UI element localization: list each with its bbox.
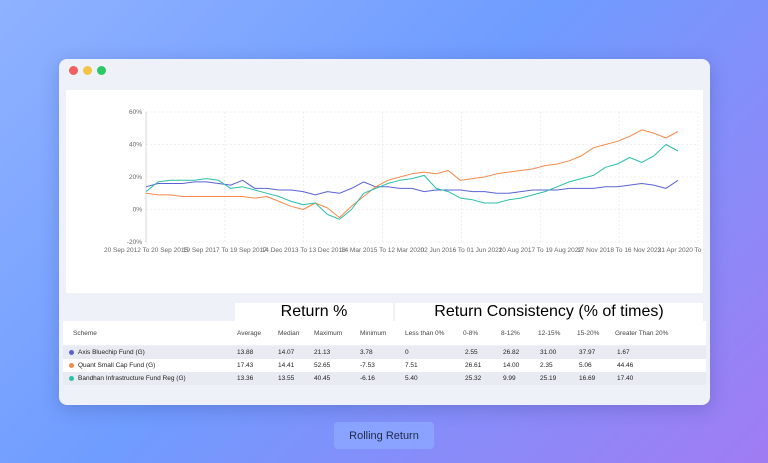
y-tick-label: 20% (129, 174, 142, 181)
cell-minimum: 3.78 (360, 349, 373, 356)
cell-0-8: 26.61 (465, 362, 482, 369)
cell-maximum: 52.65 (314, 362, 331, 369)
cell-average: 13.88 (237, 349, 254, 356)
header-average[interactable]: Average (237, 329, 262, 337)
scheme-name: Axis Bluechip Fund (G) (78, 349, 145, 356)
window-titlebar (59, 59, 710, 83)
x-tick-label: 14 Mar 2015 To 12 Mar 2020 (341, 247, 425, 254)
cell-less-than-0: 5.40 (405, 375, 418, 382)
series-line-2 (145, 144, 679, 220)
scheme-name: Quant Small Cap Fund (G) (78, 362, 156, 369)
table-row[interactable]: Bandhan Infrastructure Fund Reg (G) 13.3… (63, 372, 706, 385)
x-tick-label: 17 Nov 2018 To 16 Nov 2023 (577, 247, 661, 254)
header-greater-than-20[interactable]: Greater Than 20% (615, 329, 669, 337)
series-color-dot (69, 350, 74, 355)
cell-12-15: 2.35 (540, 362, 553, 369)
y-tick-label: 0% (133, 207, 143, 214)
returns-table: Return % Return Consistency (% of times)… (63, 303, 706, 389)
app-window: -20% 0% 20% 40% 60% 20 Sep 2012 To 20 Sep 201… (59, 59, 710, 405)
cell-0-8: 25.32 (465, 375, 482, 382)
group-header-consistency: Return Consistency (% of times) (395, 303, 703, 321)
cell-greater-than-20: 17.40 (617, 375, 634, 382)
cell-12-15: 31.00 (540, 349, 557, 356)
series-line-0 (145, 179, 679, 196)
series-color-dot (69, 363, 74, 368)
y-tick-label: 40% (129, 142, 142, 149)
cell-15-20: 5.06 (579, 362, 592, 369)
cell-maximum: 40.45 (314, 375, 331, 382)
cell-greater-than-20: 1.67 (617, 349, 630, 356)
cell-average: 13.36 (237, 375, 254, 382)
cell-8-12: 14.00 (503, 362, 520, 369)
x-tick-label: 20 Aug 2017 To 19 Aug 2022 (499, 247, 583, 254)
header-maximum[interactable]: Maximum (314, 329, 343, 337)
header-median[interactable]: Median (278, 329, 300, 337)
cell-8-12: 26.82 (503, 349, 520, 356)
cell-minimum: -6.16 (360, 375, 375, 382)
scheme-name: Bandhan Infrastructure Fund Reg (G) (78, 375, 186, 382)
y-tick-label: -20% (127, 239, 142, 246)
series-color-dot (69, 376, 74, 381)
cell-8-12: 9.99 (503, 375, 516, 382)
series-line-1 (145, 129, 679, 219)
minimize-window-icon[interactable] (83, 66, 92, 75)
cell-less-than-0: 0 (405, 349, 409, 356)
cell-less-than-0: 7.51 (405, 362, 418, 369)
maximize-window-icon[interactable] (97, 66, 106, 75)
table-row[interactable]: Axis Bluechip Fund (G) 13.88 14.07 21.13… (63, 346, 706, 359)
cell-average: 17.43 (237, 362, 254, 369)
cell-median: 14.41 (278, 362, 295, 369)
caption-badge: Rolling Return (334, 422, 434, 449)
y-tick-label: 60% (129, 109, 142, 116)
header-12-15[interactable]: 12-15% (538, 329, 561, 337)
header-8-12[interactable]: 8-12% (501, 329, 520, 337)
x-tick-label: 02 Jun 2016 To 01 Jun 2021 (420, 247, 502, 254)
cell-greater-than-20: 44.46 (617, 362, 634, 369)
x-tick-label: 21 Apr 2020 To 20 Apr 2025 (658, 247, 703, 254)
cell-median: 14.07 (278, 349, 295, 356)
rolling-return-chart: -20% 0% 20% 40% 60% 20 Sep 2012 To 20 Sep 201… (66, 90, 703, 293)
header-minimum[interactable]: Minimum (360, 329, 387, 337)
cell-0-8: 2.55 (465, 349, 478, 356)
table-row[interactable]: Quant Small Cap Fund (G) 17.43 14.41 52.… (63, 359, 706, 372)
close-window-icon[interactable] (69, 66, 78, 75)
cell-minimum: -7.53 (360, 362, 375, 369)
x-tick-label: 14 Dec 2013 To 13 Dec 2018 (262, 247, 346, 254)
x-tick-label: 19 Sep 2017 To 19 Sep 2017 (183, 247, 267, 254)
line-chart-svg: -20% 0% 20% 40% 60% 20 Sep 2012 To 20 Sep 201… (104, 109, 703, 254)
cell-maximum: 21.13 (314, 349, 331, 356)
group-header-return: Return % (235, 303, 393, 321)
table-header-row: Scheme Average Median Maximum Minimum Le… (63, 321, 706, 345)
header-0-8[interactable]: 0-8% (463, 329, 479, 337)
cell-median: 13.55 (278, 375, 295, 382)
header-less-than-0[interactable]: Less than 0% (405, 329, 445, 337)
header-scheme[interactable]: Scheme (73, 329, 97, 337)
header-15-20[interactable]: 15-20% (577, 329, 600, 337)
x-tick-label: 20 Sep 2012 To 20 Sep 2015 (104, 247, 188, 254)
cell-12-15: 25.19 (540, 375, 557, 382)
cell-15-20: 37.97 (579, 349, 596, 356)
cell-15-20: 16.69 (579, 375, 596, 382)
